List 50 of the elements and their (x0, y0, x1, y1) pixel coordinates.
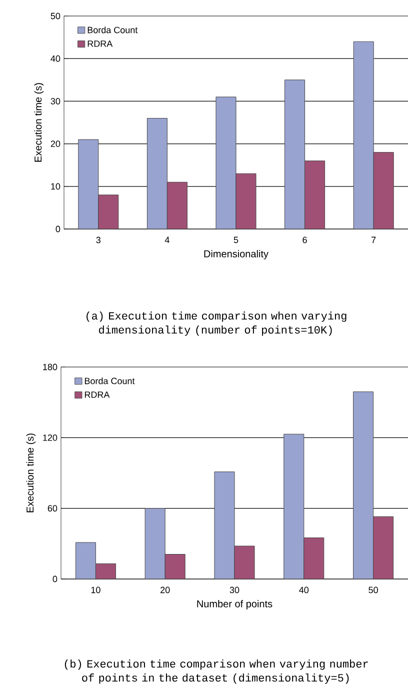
bar (95, 563, 116, 579)
bar (166, 182, 188, 229)
bar (214, 472, 235, 579)
x-axis-title: Dimensionality (204, 250, 268, 260)
bar (283, 434, 304, 579)
x-tick-label: 30 (230, 586, 240, 594)
y-tick-label: 0 (56, 226, 60, 232)
bar (284, 80, 305, 229)
bar (236, 173, 256, 229)
legend-label: Borda Count (88, 26, 138, 34)
bar (372, 516, 394, 579)
bar (234, 546, 255, 579)
bar (304, 160, 325, 229)
bar (303, 538, 324, 579)
x-tick-label: 4 (164, 236, 170, 243)
bar (352, 391, 374, 579)
x-tick-label: 6 (302, 236, 307, 244)
x-tick-label: 20 (160, 586, 170, 594)
y-tick-label: 60 (48, 505, 57, 512)
legend-label: RDRA (84, 392, 110, 398)
y-tick-label: 30 (50, 98, 60, 104)
text: (a) Execution time comparison when varying dimensionality (number of points=10K) (86, 312, 346, 336)
bar (146, 118, 168, 229)
y-tick-label: 40 (50, 55, 60, 62)
bar (144, 508, 166, 579)
bar (75, 542, 96, 579)
y-tick-label: 50 (50, 12, 60, 20)
y-axis-title: Execution time (s) (26, 434, 36, 512)
bar (353, 41, 374, 229)
x-tick-label: 50 (368, 586, 378, 594)
bar (98, 194, 119, 229)
bar (216, 96, 236, 229)
y-axis-title: Execution time (s) (34, 83, 44, 162)
x-axis-title: Number of points (197, 600, 272, 610)
x-tick-label: 40 (298, 586, 308, 594)
legend-label: RDRA (88, 40, 112, 47)
bar (373, 152, 394, 229)
bar (164, 554, 186, 579)
bar (78, 139, 99, 229)
x-tick-label: 10 (91, 586, 100, 594)
text: (b) Execution time comparison when varying number of points in the dataset (dimensionality=5) (64, 660, 368, 684)
y-tick-label: 120 (43, 434, 57, 441)
y-tick-label: 0 (52, 576, 57, 582)
legend-label: Borda Count (84, 378, 135, 384)
y-tick-label: 180 (43, 364, 57, 370)
x-tick-label: 7 (371, 236, 376, 243)
x-tick-label: 3 (96, 236, 100, 244)
y-tick-label: 20 (50, 140, 60, 147)
y-tick-label: 10 (51, 183, 60, 190)
x-tick-label: 5 (234, 236, 238, 244)
